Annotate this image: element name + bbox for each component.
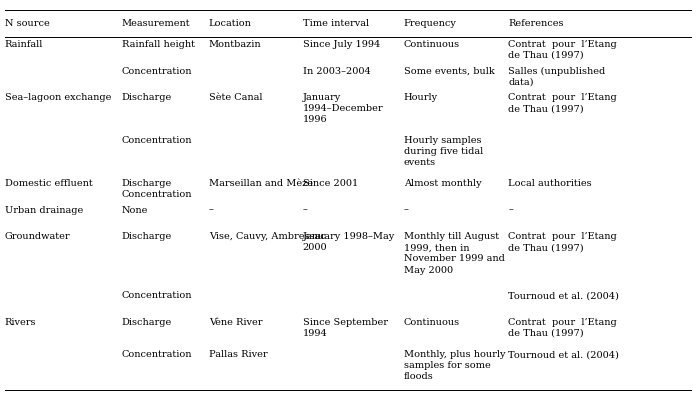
Text: Domestic effluent: Domestic effluent <box>5 179 93 188</box>
Text: Continuous: Continuous <box>404 318 460 327</box>
Text: Local authorities: Local authorities <box>508 179 592 188</box>
Text: –: – <box>209 205 214 215</box>
Text: Discharge
Concentration: Discharge Concentration <box>122 179 192 199</box>
Text: Concentration: Concentration <box>122 136 192 145</box>
Text: Location: Location <box>209 19 252 28</box>
Text: Vise, Cauvy, Ambressac: Vise, Cauvy, Ambressac <box>209 232 326 241</box>
Text: Sea–lagoon exchange: Sea–lagoon exchange <box>5 93 111 102</box>
Text: Urban drainage: Urban drainage <box>5 205 83 215</box>
Text: Since September
1994: Since September 1994 <box>303 318 388 338</box>
Text: Contrat  pour  l’Etang
de Thau (1997): Contrat pour l’Etang de Thau (1997) <box>508 93 617 113</box>
Text: Marseillan and Mèze: Marseillan and Mèze <box>209 179 313 188</box>
Text: Almost monthly: Almost monthly <box>404 179 482 188</box>
Text: January
1994–December
1996: January 1994–December 1996 <box>303 93 383 125</box>
Text: Discharge: Discharge <box>122 232 172 241</box>
Text: Hourly: Hourly <box>404 93 438 102</box>
Text: Rainfall: Rainfall <box>5 40 43 49</box>
Text: N source: N source <box>5 19 49 28</box>
Text: Measurement: Measurement <box>122 19 191 28</box>
Text: Contrat  pour  l’Etang
de Thau (1997): Contrat pour l’Etang de Thau (1997) <box>508 40 617 60</box>
Text: Concentration: Concentration <box>122 66 192 76</box>
Text: In 2003–2004: In 2003–2004 <box>303 66 370 76</box>
Text: Tournoud et al. (2004): Tournoud et al. (2004) <box>508 350 619 359</box>
Text: Since 2001: Since 2001 <box>303 179 358 188</box>
Text: Time interval: Time interval <box>303 19 369 28</box>
Text: Contrat  pour  l’Etang
de Thau (1997): Contrat pour l’Etang de Thau (1997) <box>508 232 617 252</box>
Text: References: References <box>508 19 564 28</box>
Text: January 1998–May
2000: January 1998–May 2000 <box>303 232 395 252</box>
Text: Salles (unpublished
data): Salles (unpublished data) <box>508 66 606 87</box>
Text: Montbazin: Montbazin <box>209 40 262 49</box>
Text: Discharge: Discharge <box>122 318 172 327</box>
Text: Hourly samples
during five tidal
events: Hourly samples during five tidal events <box>404 136 483 167</box>
Text: –: – <box>404 205 409 215</box>
Text: None: None <box>122 205 148 215</box>
Text: Concentration: Concentration <box>122 291 192 300</box>
Text: –: – <box>303 205 308 215</box>
Text: Discharge: Discharge <box>122 93 172 102</box>
Text: Frequency: Frequency <box>404 19 457 28</box>
Text: Rainfall height: Rainfall height <box>122 40 195 49</box>
Text: Rivers: Rivers <box>5 318 36 327</box>
Text: Monthly, plus hourly
samples for some
floods: Monthly, plus hourly samples for some fl… <box>404 350 505 381</box>
Text: –: – <box>508 205 513 215</box>
Text: Pallas River: Pallas River <box>209 350 267 359</box>
Text: Continuous: Continuous <box>404 40 460 49</box>
Text: Tournoud et al. (2004): Tournoud et al. (2004) <box>508 291 619 300</box>
Text: Monthly till August
1999, then in
November 1999 and
May 2000: Monthly till August 1999, then in Novemb… <box>404 232 505 275</box>
Text: Some events, bulk: Some events, bulk <box>404 66 494 76</box>
Text: Groundwater: Groundwater <box>5 232 70 241</box>
Text: Sète Canal: Sète Canal <box>209 93 262 102</box>
Text: Vène River: Vène River <box>209 318 262 327</box>
Text: Since July 1994: Since July 1994 <box>303 40 380 49</box>
Text: Concentration: Concentration <box>122 350 192 359</box>
Text: Contrat  pour  l’Etang
de Thau (1997): Contrat pour l’Etang de Thau (1997) <box>508 318 617 338</box>
